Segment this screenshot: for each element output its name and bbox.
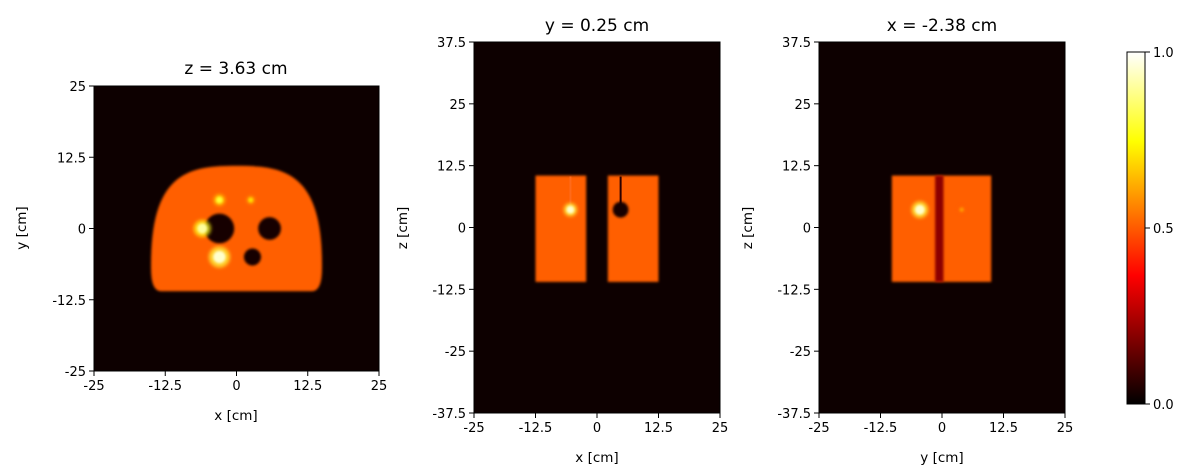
x-tick-label: 0 — [938, 421, 946, 436]
x-tick-label: 12.5 — [989, 421, 1018, 436]
panel-2-y-ticks: -37.5 -25 -12.5 0 12.5 25 37.5 — [432, 36, 474, 422]
y-tick-label: 0 — [458, 222, 466, 237]
x-tick-label: -12.5 — [519, 421, 553, 436]
panel-2-x-ticks: -25 -12.5 0 12.5 25 — [463, 413, 728, 436]
y-tick-label: 12.5 — [782, 160, 811, 175]
hot-sphere — [213, 251, 226, 264]
x-tick-label: -25 — [83, 379, 104, 394]
hot-sphere — [959, 207, 963, 211]
panel-1-x-ticks: -25 -12.5 0 12.5 25 — [83, 371, 387, 394]
colorbar-tick-label: 1.0 — [1153, 46, 1174, 61]
y-tick-label: -12.5 — [432, 283, 466, 298]
y-tick-label: -25 — [790, 345, 811, 360]
y-tick-label: 25 — [69, 80, 86, 95]
panel-2-title: y = 0.25 cm — [545, 16, 649, 36]
panel-x-slice: x = -2.38 cm -25 -12.5 0 12.5 25 -37.5-25-12… — [740, 16, 1073, 466]
hot-sphere — [915, 205, 925, 215]
x-tick-label: 0 — [593, 421, 601, 436]
x-tick-label: 25 — [712, 421, 729, 436]
colorbar-tick-label: 0.5 — [1153, 222, 1174, 237]
x-tick-label: 25 — [1057, 421, 1074, 436]
x-tick-label: -12.5 — [864, 421, 898, 436]
y-tick-label: -12.5 — [52, 294, 86, 309]
y-tick-label: -37.5 — [432, 407, 466, 422]
y-tick-label: 0 — [78, 223, 86, 238]
panel-2-x-label: x [cm] — [575, 450, 618, 466]
y-tick-label: 12.5 — [57, 151, 86, 166]
x-tick-label: -25 — [463, 421, 484, 436]
panel-2-y-label: z [cm] — [395, 207, 411, 249]
panel-1-title: z = 3.63 cm — [184, 59, 287, 79]
panel-1-y-label: y [cm] — [14, 206, 30, 249]
panel-3-y-label: z [cm] — [740, 207, 756, 249]
x-tick-label: 25 — [371, 379, 388, 394]
panel-y-slice: y = 0.25 cm -25 -12.5 0 12.5 25 -37.5-25-12.… — [395, 16, 728, 466]
panel-3-x-ticks: -25 -12.5 0 12.5 25 — [808, 413, 1073, 436]
panel-1-y-ticks: -25 -12.5 0 12.5 25 — [52, 80, 94, 380]
hot-sphere — [566, 206, 574, 214]
x-tick-label: -25 — [808, 421, 829, 436]
cold-stripe — [935, 176, 943, 282]
panel-3-x-label: y [cm] — [920, 450, 963, 466]
y-tick-label: -25 — [445, 345, 466, 360]
y-tick-label: 12.5 — [437, 160, 466, 175]
phantom-block — [608, 176, 659, 282]
y-tick-label: -25 — [65, 365, 86, 380]
y-tick-label: 25 — [449, 98, 466, 113]
cold-sphere — [613, 202, 629, 218]
x-tick-label: 12.5 — [644, 421, 673, 436]
x-tick-label: -12.5 — [148, 379, 182, 394]
y-tick-label: 0 — [803, 222, 811, 237]
colorbar-tick-label: 0.0 — [1153, 398, 1174, 413]
cold-sphere — [258, 217, 281, 240]
colorbar-gradient — [1127, 52, 1145, 404]
y-tick-label: 37.5 — [782, 36, 811, 51]
panel-3-y-ticks: -37.5 -25 -12.5 0 12.5 25 37.5 — [777, 36, 819, 422]
panel-3-title: x = -2.38 cm — [887, 16, 997, 36]
y-tick-label: -12.5 — [777, 283, 811, 298]
y-tick-label: -37.5 — [777, 407, 811, 422]
cold-sphere — [244, 248, 261, 265]
panel-1-x-label: x [cm] — [214, 408, 257, 424]
panel-1-phantom-body — [151, 166, 322, 291]
hot-sphere — [197, 223, 207, 233]
x-tick-label: 12.5 — [293, 379, 322, 394]
phantom-block — [536, 176, 587, 282]
colorbar: 0.0 0.5 1.0 — [1127, 46, 1174, 413]
panel-z-slice: z = 3.63 cm -25 -12.5 0 12.5 25 -25 -12.5 0 12.… — [14, 59, 387, 424]
y-tick-label: 25 — [794, 98, 811, 113]
panel-2-background — [474, 42, 720, 413]
hot-sphere — [248, 197, 253, 202]
x-tick-label: 0 — [232, 379, 240, 394]
panel-3-blocks — [892, 176, 991, 282]
colorbar-ticks: 0.0 0.5 1.0 — [1145, 46, 1174, 413]
y-tick-label: 37.5 — [437, 36, 466, 51]
hot-sphere — [216, 197, 223, 204]
